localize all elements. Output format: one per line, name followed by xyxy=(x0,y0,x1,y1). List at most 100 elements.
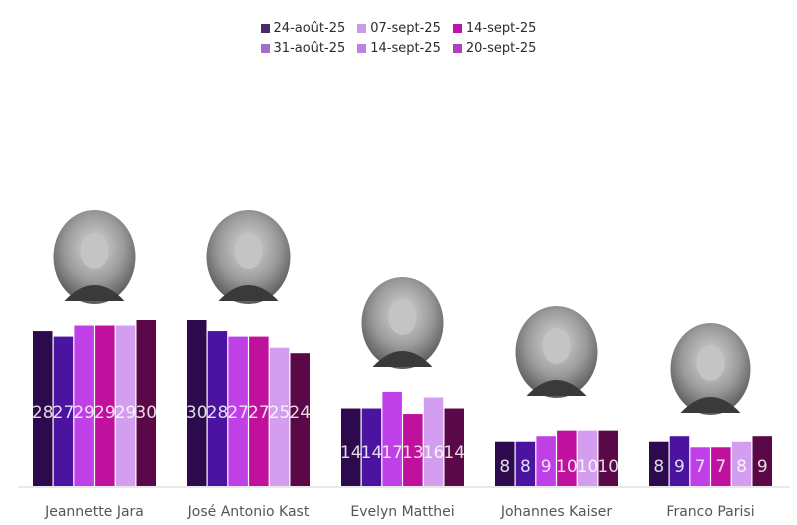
bar xyxy=(444,408,464,486)
bar xyxy=(341,408,361,486)
legend-label: 14-sept-25 xyxy=(370,40,441,56)
data-label: 7 xyxy=(695,457,706,477)
data-label: 30 xyxy=(135,403,157,423)
bar xyxy=(249,336,269,486)
bar xyxy=(731,441,752,486)
data-label: 14 xyxy=(361,443,383,463)
bar xyxy=(403,414,423,486)
legend-label: 07-sept-25 xyxy=(370,20,441,36)
data-label: 28 xyxy=(32,403,54,423)
bar xyxy=(136,320,156,486)
data-label: 8 xyxy=(520,457,531,477)
bar xyxy=(115,325,136,486)
bar xyxy=(598,430,618,486)
data-label: 8 xyxy=(736,457,747,477)
bar xyxy=(361,408,382,486)
bar xyxy=(669,436,690,486)
bar xyxy=(690,447,710,486)
bar xyxy=(228,336,248,486)
portrait-face-icon xyxy=(542,328,571,364)
legend-item: 31-août-25 xyxy=(260,40,346,56)
data-label: 7 xyxy=(715,457,726,477)
data-label: 27 xyxy=(53,403,75,423)
portrait-face-icon xyxy=(80,233,109,269)
data-label: 16 xyxy=(423,443,445,463)
data-label: 10 xyxy=(597,457,619,477)
legend-label: 24-août-25 xyxy=(273,20,346,36)
data-label: 9 xyxy=(757,457,768,477)
data-label: 29 xyxy=(94,403,116,423)
legend-row-1: 24-août-25 07-sept-25 14-sept-25 xyxy=(0,18,797,38)
legend-swatch xyxy=(357,23,367,33)
data-label: 25 xyxy=(269,403,291,423)
portrait-face-icon xyxy=(388,299,417,335)
bar xyxy=(557,430,577,486)
legend-row-2: 31-août-25 14-sept-25 20-sept-25 xyxy=(0,38,797,58)
data-label: 9 xyxy=(541,457,552,477)
category-labels: Jeannette Jara José Antonio Kast Evelyn Ma… xyxy=(44,504,754,520)
data-label: 29 xyxy=(115,403,137,423)
legend-swatch xyxy=(357,43,367,53)
portrait-body-icon xyxy=(680,397,741,413)
bar xyxy=(53,336,74,486)
bar xyxy=(269,347,290,486)
data-label: 8 xyxy=(653,457,664,477)
data-label: 8 xyxy=(499,457,510,477)
data-label: 9 xyxy=(674,457,685,477)
legend-item: 14-sept-25 xyxy=(357,41,441,56)
bar xyxy=(649,441,669,486)
legend-item: 14-sept-25 xyxy=(452,20,537,36)
legend-swatch xyxy=(452,43,462,53)
data-label: 14 xyxy=(340,443,362,463)
category-label: Evelyn Matthei xyxy=(350,504,454,520)
data-label: 10 xyxy=(577,457,599,477)
category-label: Franco Parisi xyxy=(666,504,754,520)
data-label: 10 xyxy=(556,457,578,477)
bar xyxy=(536,436,556,486)
bar xyxy=(74,325,94,486)
photos-group xyxy=(53,210,751,415)
legend-swatch xyxy=(452,23,462,33)
bar xyxy=(423,397,444,486)
bar xyxy=(207,331,228,486)
legend-label: 20-sept-25 xyxy=(465,40,537,56)
data-label: 13 xyxy=(402,443,424,463)
portrait-body-icon xyxy=(218,285,279,301)
bar xyxy=(33,331,53,486)
bar xyxy=(382,391,402,486)
bar xyxy=(95,325,115,486)
portrait-body-icon xyxy=(526,380,587,396)
legend-label: 31-août-25 xyxy=(273,40,346,56)
category-label: Johannes Kaiser xyxy=(500,504,613,520)
data-label: 24 xyxy=(289,403,311,423)
data-label: 29 xyxy=(73,403,95,423)
bar xyxy=(711,447,731,486)
portrait-body-icon xyxy=(64,285,125,301)
portrait-body-icon xyxy=(372,351,433,367)
legend-item: 24-août-25 xyxy=(260,20,346,36)
data-label: 30 xyxy=(186,403,208,423)
portrait-face-icon xyxy=(234,233,263,269)
legend-label: 14-sept-25 xyxy=(465,20,537,36)
data-label: 17 xyxy=(381,443,403,463)
data-label: 14 xyxy=(443,443,465,463)
bar xyxy=(577,430,598,486)
bar xyxy=(290,353,310,486)
legend-swatch xyxy=(260,43,270,53)
data-label: 28 xyxy=(207,403,229,423)
bar xyxy=(495,441,515,486)
portrait-face-icon xyxy=(696,345,725,381)
data-label: 27 xyxy=(227,403,249,423)
category-label: Jeannette Jara xyxy=(44,504,144,520)
bar xyxy=(187,320,207,486)
data-label: 27 xyxy=(248,403,270,423)
category-label: José Antonio Kast xyxy=(187,504,310,520)
legend-item: 07-sept-25 xyxy=(357,21,441,36)
legend-swatch xyxy=(260,23,270,33)
bar xyxy=(752,436,772,486)
legend-item: 20-sept-25 xyxy=(452,40,537,56)
bar xyxy=(515,441,536,486)
legend: 24-août-25 07-sept-25 14-sept-25 31-août… xyxy=(0,18,797,58)
